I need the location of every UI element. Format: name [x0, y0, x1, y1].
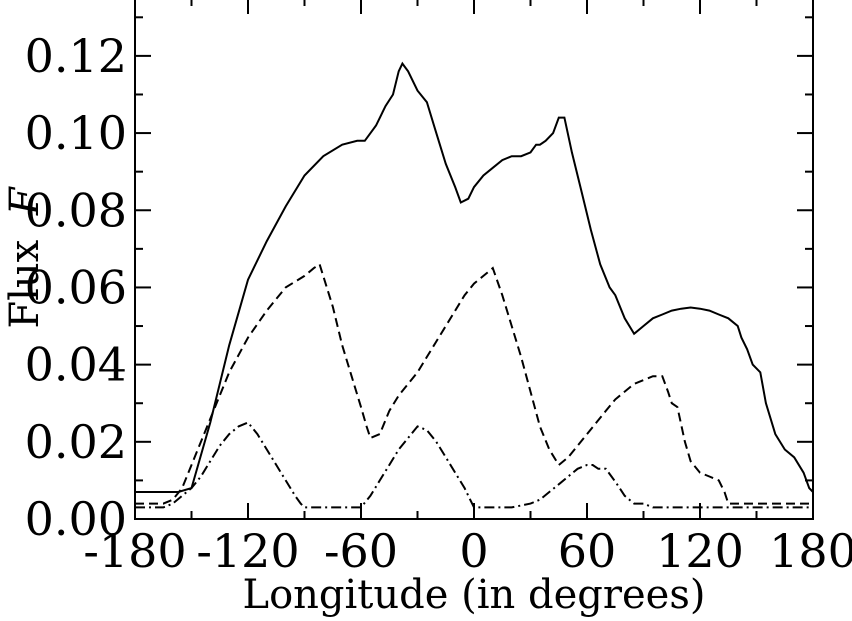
series-line-dashed — [135, 262, 813, 505]
y-tick-label: 0.06 — [25, 260, 127, 314]
y-tick-label: 0.12 — [25, 29, 127, 83]
x-axis-label: Longitude (in degrees) — [243, 572, 706, 618]
y-tick-label: 0.02 — [25, 415, 127, 469]
y-tick-label: 0.00 — [25, 492, 127, 546]
plot-frame — [134, 0, 814, 520]
y-tick-label: 0.10 — [25, 106, 127, 160]
y-tick-label: 0.08 — [25, 183, 127, 237]
tick-labels: -180 -120 -60 0 60 120 180 0.00 0.02 0.04 0.06 0.08… — [25, 29, 852, 578]
y-axis-label-text: Flux — [2, 239, 48, 328]
y-axis-label: Flux F — [2, 186, 48, 329]
x-tick-label: -120 — [196, 524, 299, 578]
x-tick-label: 120 — [656, 524, 744, 578]
series-line-dash-dot — [135, 421, 813, 509]
series-line-solid — [135, 61, 814, 493]
y-tick-label: 0.04 — [25, 338, 127, 392]
x-tick-label: 180 — [769, 524, 852, 578]
x-tick-label: -180 — [83, 524, 186, 578]
ticks-layer — [134, 0, 814, 520]
series-layer — [135, 61, 814, 509]
x-tick-label: 60 — [558, 524, 617, 578]
x-tick-label: 0 — [459, 524, 488, 578]
y-axis-label-symbol: F — [2, 186, 48, 216]
x-tick-label: -60 — [324, 524, 398, 578]
